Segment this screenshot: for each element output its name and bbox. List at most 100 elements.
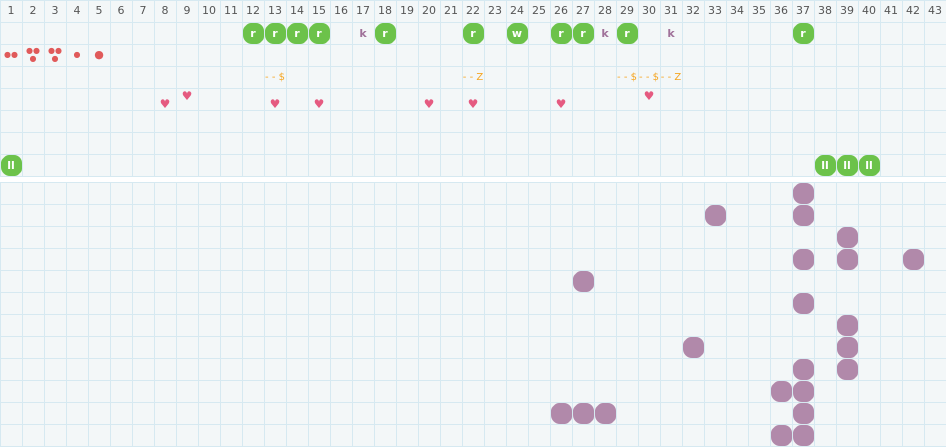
track-cell[interactable]: r (308, 22, 330, 44)
track-cell[interactable]: ♥ (462, 88, 484, 111)
track-cell[interactable]: ●● (0, 44, 22, 66)
green-tile[interactable]: r (793, 23, 813, 43)
track-cell[interactable]: r (462, 22, 484, 44)
track-cell[interactable]: r (550, 22, 572, 44)
purple-tile[interactable] (793, 403, 813, 423)
purple-tile[interactable] (793, 249, 813, 269)
track-cell[interactable]: ♥ (638, 88, 660, 110)
green-tile[interactable]: r (287, 23, 307, 43)
board-cell[interactable] (792, 248, 814, 270)
board-cell[interactable] (792, 182, 814, 204)
purple-tile[interactable] (837, 249, 857, 269)
green-tile[interactable]: ll (815, 155, 835, 175)
track-cell[interactable]: ♥ (154, 88, 176, 111)
purple-tile[interactable] (573, 271, 593, 291)
track-cell[interactable]: w (506, 22, 528, 44)
track-cell[interactable]: ● (66, 44, 88, 66)
track-cell[interactable]: ♥ (550, 88, 572, 111)
purple-tile[interactable] (595, 403, 615, 423)
board-cell[interactable] (594, 402, 616, 424)
track-cell[interactable]: ll (836, 154, 858, 176)
board-cell[interactable] (836, 358, 858, 380)
board-cell[interactable] (682, 336, 704, 358)
board-cell[interactable] (836, 314, 858, 336)
track-cell[interactable]: r (572, 22, 594, 44)
purple-tile[interactable] (903, 249, 923, 269)
track-cell[interactable]: ll (814, 154, 836, 176)
letter-marker: k (667, 26, 675, 40)
green-tile[interactable]: r (309, 23, 329, 43)
bottom-board-grid[interactable] (0, 182, 946, 447)
purple-tile[interactable] (573, 403, 593, 423)
track-cell[interactable]: ♥ (176, 88, 198, 110)
track-cell[interactable]: r (374, 22, 396, 44)
green-tile[interactable]: r (265, 23, 285, 43)
board-cell[interactable] (572, 270, 594, 292)
top-track-grid[interactable]: 1 2 3 4 5 6 7 8 9 10 11 12 13 14 15 16 17 18 19 20 21 22 23 24 2… (0, 0, 946, 177)
track-cell[interactable]: - - Z (462, 66, 484, 88)
board-cell[interactable] (836, 336, 858, 358)
track-cell[interactable]: r (616, 22, 638, 44)
purple-tile[interactable] (793, 359, 813, 379)
track-cell[interactable]: - - Z (660, 66, 682, 88)
board-cell[interactable] (770, 380, 792, 402)
track-cell[interactable]: ●● ● (22, 44, 44, 66)
track-cell[interactable]: ll (0, 154, 22, 176)
track-cell[interactable]: - - $ (616, 66, 638, 88)
purple-tile[interactable] (793, 183, 813, 203)
track-cell[interactable]: - - $ (264, 66, 286, 88)
green-tile[interactable]: ll (837, 155, 857, 175)
board-cell[interactable] (550, 402, 572, 424)
track-cell[interactable]: ♥ (418, 88, 440, 111)
purple-tile[interactable] (793, 293, 813, 313)
board-cell[interactable] (572, 402, 594, 424)
green-tile[interactable]: r (551, 23, 571, 43)
track-cell[interactable]: r (242, 22, 264, 44)
purple-tile[interactable] (793, 381, 813, 401)
purple-tile[interactable] (793, 425, 813, 445)
track-cell[interactable]: k (660, 22, 682, 44)
green-tile[interactable]: ll (859, 155, 879, 175)
green-tile[interactable]: r (375, 23, 395, 43)
green-tile[interactable]: r (573, 23, 593, 43)
green-tile[interactable]: r (617, 23, 637, 43)
column-header: 1 (7, 4, 15, 17)
board-cell[interactable] (792, 424, 814, 446)
board-cell[interactable] (902, 248, 924, 270)
board-cell[interactable] (770, 424, 792, 446)
track-cell[interactable]: r (286, 22, 308, 44)
purple-tile[interactable] (771, 425, 791, 445)
board-cell[interactable] (704, 204, 726, 226)
track-cell[interactable]: ●● ● (44, 44, 66, 66)
board-cell[interactable] (792, 380, 814, 402)
purple-tile[interactable] (837, 337, 857, 357)
track-cell[interactable]: ♥ (308, 88, 330, 111)
green-tile[interactable]: ll (1, 155, 21, 175)
track-cell[interactable]: - - $ (638, 66, 660, 88)
board-cell[interactable] (792, 204, 814, 226)
purple-tile[interactable] (837, 227, 857, 247)
purple-tile[interactable] (837, 315, 857, 335)
column-header: 16 (334, 4, 348, 17)
board-cell[interactable] (792, 402, 814, 424)
track-cell[interactable]: r (792, 22, 814, 44)
green-tile[interactable]: r (243, 23, 263, 43)
track-cell[interactable]: k (352, 22, 374, 44)
board-cell[interactable] (792, 358, 814, 380)
purple-tile[interactable] (683, 337, 703, 357)
board-cell[interactable] (792, 292, 814, 314)
board-cell[interactable] (836, 226, 858, 248)
purple-tile[interactable] (793, 205, 813, 225)
track-cell[interactable]: ll (858, 154, 880, 176)
track-cell[interactable]: ● (88, 44, 110, 66)
purple-tile[interactable] (771, 381, 791, 401)
purple-tile[interactable] (837, 359, 857, 379)
green-tile[interactable]: r (463, 23, 483, 43)
purple-tile[interactable] (551, 403, 571, 423)
purple-tile[interactable] (705, 205, 725, 225)
track-cell[interactable]: r (264, 22, 286, 44)
board-cell[interactable] (836, 248, 858, 270)
track-cell[interactable]: ♥ (264, 88, 286, 111)
track-cell[interactable]: k (594, 22, 616, 44)
green-tile[interactable]: w (507, 23, 527, 43)
